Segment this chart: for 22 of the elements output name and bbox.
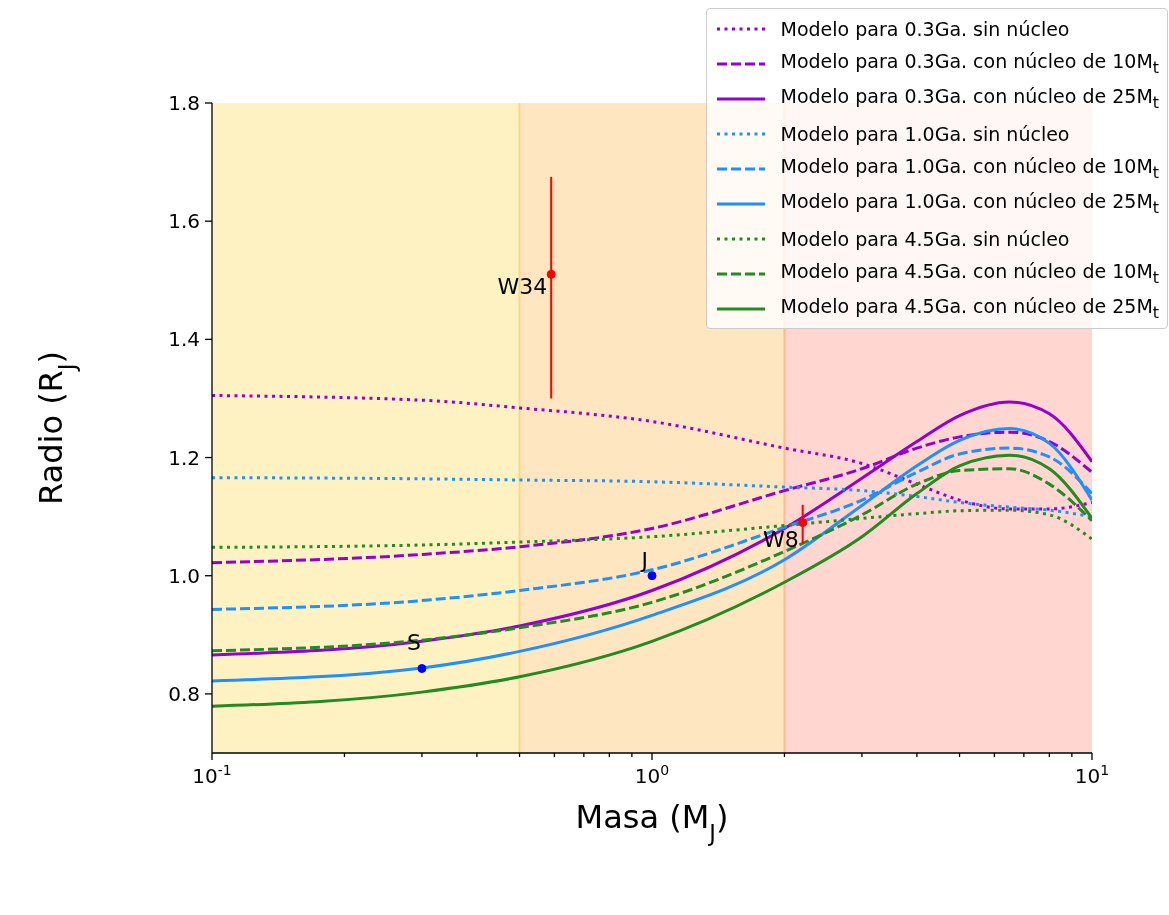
y-tick-label: 1.8 — [168, 91, 200, 115]
legend-label: Modelo para 4.5Ga. sin núcleo — [780, 227, 1070, 250]
legend-label: Modelo para 0.3Ga. con núcleo de 10M$_{t}$ — [780, 50, 1159, 77]
legend-label: Modelo para 1.0Ga. sin núcleo — [780, 122, 1070, 145]
x-tick-label: 10$^{-1}$ — [192, 762, 232, 788]
legend-label: Modelo para 4.5Ga. con núcleo de 10M$_{t}$ — [780, 260, 1159, 287]
annotation: W34 — [497, 274, 548, 300]
annotation: J — [639, 547, 648, 573]
y-tick-label: 1.0 — [168, 563, 200, 588]
legend-label: Modelo para 0.3Ga. sin núcleo — [780, 17, 1070, 40]
x-axis-title: Masa (M$_{J}$) — [575, 798, 729, 846]
y-tick-label: 1.4 — [168, 327, 200, 352]
x-tick-label: 10$^{0}$ — [634, 762, 670, 788]
legend-label: Modelo para 4.5Ga. con núcleo de 25M$_{t}$ — [780, 295, 1159, 322]
legend-label: Modelo para 0.3Ga. con núcleo de 25M$_{t}$ — [780, 85, 1159, 112]
x-tick-label: 10$^{1}$ — [1074, 762, 1110, 788]
y-tick-label: 0.8 — [168, 681, 200, 706]
annotation: W8 — [762, 526, 799, 552]
legend-label: Modelo para 1.0Ga. con núcleo de 10M$_{t}$ — [780, 155, 1159, 182]
legend-label: Modelo para 1.0Ga. con núcleo de 25M$_{t}$ — [780, 190, 1159, 217]
y-tick-label: 1.6 — [168, 209, 200, 234]
y-tick-label: 1.2 — [168, 445, 200, 470]
